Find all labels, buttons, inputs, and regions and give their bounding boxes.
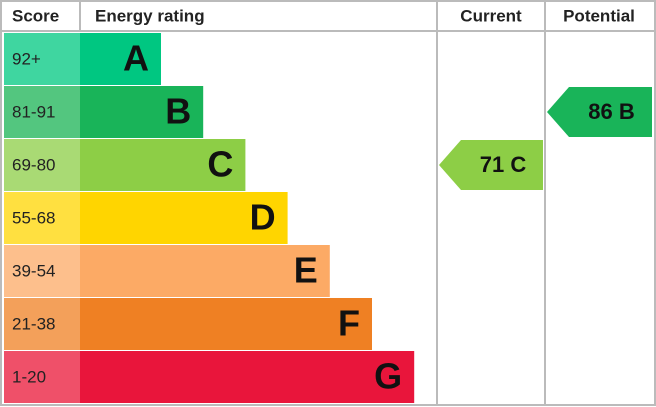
score-cell xyxy=(4,139,80,191)
score-cell xyxy=(4,245,80,297)
rating-bar xyxy=(80,139,246,191)
header: Current xyxy=(460,6,522,25)
score-label: 55-68 xyxy=(12,208,55,227)
band-letter: C xyxy=(207,144,233,185)
potential-arrow xyxy=(547,87,652,137)
score-label: 92+ xyxy=(12,49,41,68)
band-letter: E xyxy=(294,250,318,291)
potential-label: 86 B xyxy=(588,99,634,124)
rating-bar xyxy=(80,351,415,403)
score-cell xyxy=(4,192,80,244)
header: Energy rating xyxy=(95,6,205,25)
rating-bar xyxy=(80,298,372,350)
current-label: 71 C xyxy=(480,152,527,177)
header: Score xyxy=(12,6,59,25)
band-letter: A xyxy=(123,38,149,79)
current-arrow xyxy=(439,140,543,190)
score-label: 81-91 xyxy=(12,102,55,121)
score-cell xyxy=(4,298,80,350)
score-label: 21-38 xyxy=(12,314,55,333)
score-cell xyxy=(4,351,80,403)
rating-bar xyxy=(80,33,161,85)
score-cell xyxy=(4,33,80,85)
band-letter: B xyxy=(165,91,191,132)
rating-bar xyxy=(80,86,204,138)
band-letter: G xyxy=(374,356,402,397)
header: Potential xyxy=(563,6,635,25)
rating-bar xyxy=(80,192,288,244)
band-letter: F xyxy=(338,303,360,344)
score-label: 1-20 xyxy=(12,367,46,386)
score-cell xyxy=(4,86,80,138)
score-label: 39-54 xyxy=(12,261,55,280)
score-label: 69-80 xyxy=(12,155,55,174)
band-letter: D xyxy=(250,197,276,238)
rating-bar xyxy=(80,245,330,297)
